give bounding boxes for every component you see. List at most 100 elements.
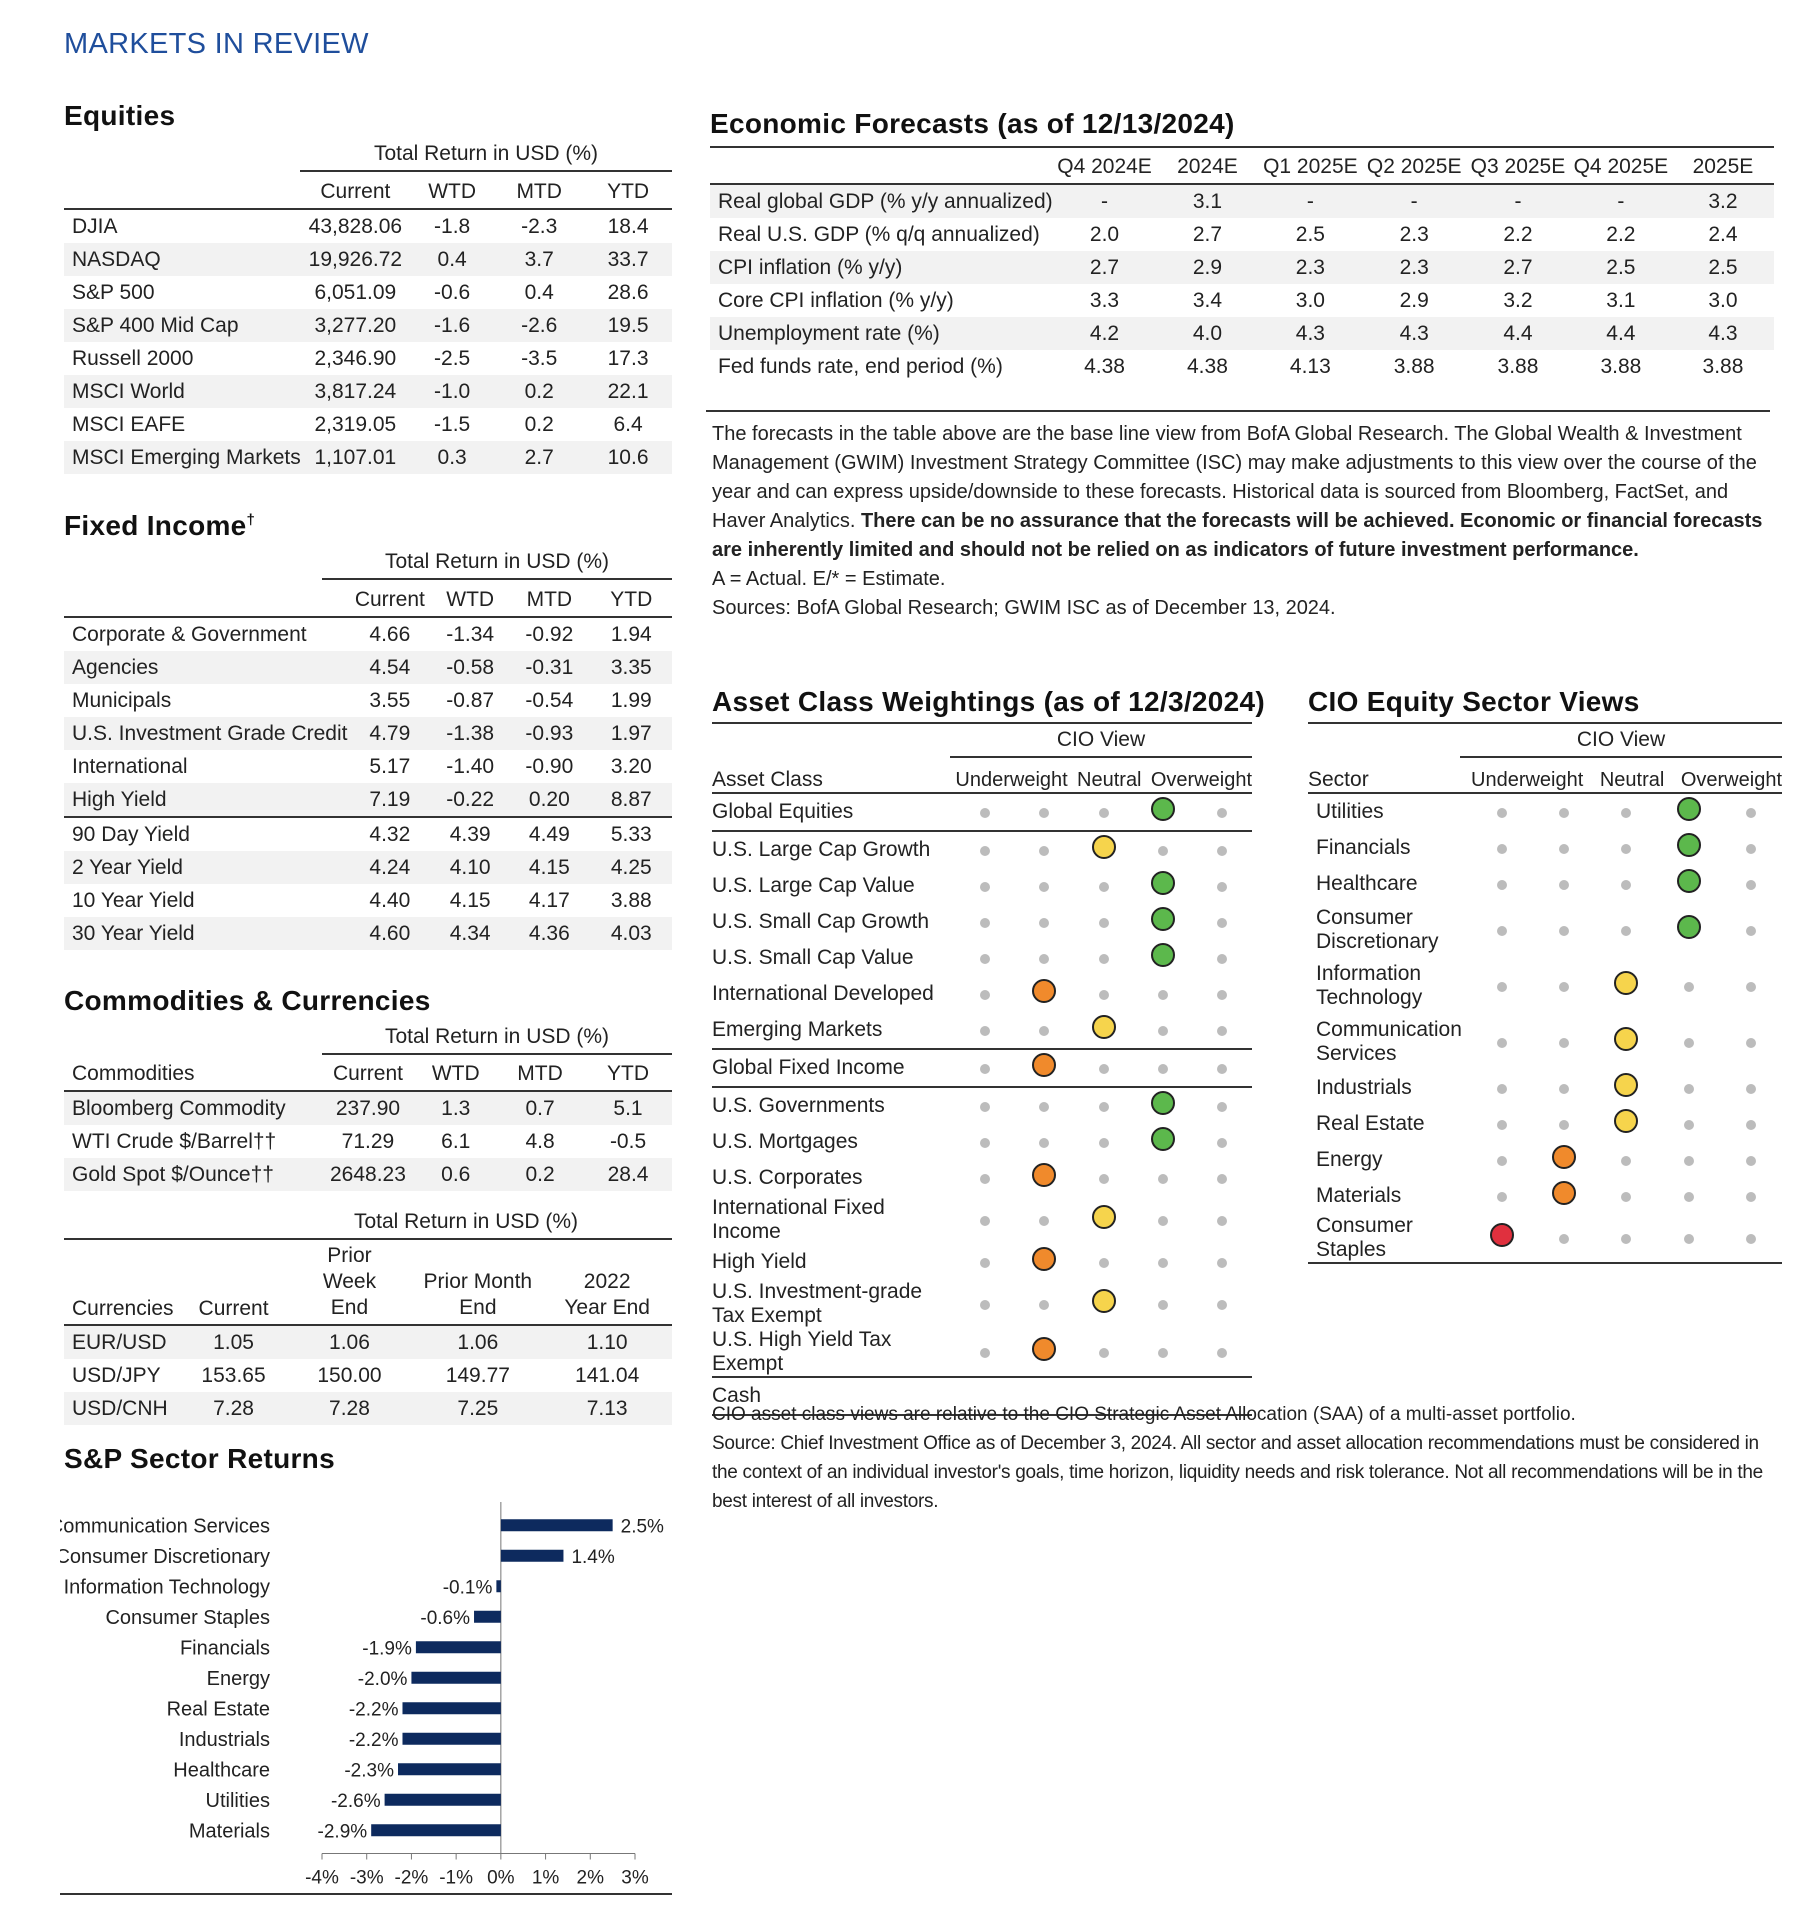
- gray-dot-icon: [1745, 1192, 1756, 1202]
- gray-dot-icon: [1621, 1234, 1632, 1244]
- equities-row-label: NASDAQ: [64, 243, 301, 276]
- yield-row-value: 3.88: [610, 888, 652, 912]
- category-label: Real Estate: [167, 1698, 270, 1720]
- fixed-income-title-text: Fixed Income: [64, 510, 247, 541]
- view-empty-cell: [1471, 902, 1533, 958]
- orange-circle-icon: [1552, 1145, 1577, 1169]
- gray-dot-icon: [1217, 990, 1228, 1000]
- gray-dot-icon: [1497, 844, 1508, 854]
- forecasts-note-sources: Sources: BofA Global Research; GWIM ISC …: [712, 597, 1336, 619]
- category-label: Consumer Staples: [105, 1607, 270, 1629]
- currencies-col-prior-week-text: Prior Week End: [322, 1244, 377, 1319]
- gray-dot-icon: [1559, 844, 1570, 854]
- fixed-income-row: Corporate & Government 4.66 -1.34 -0.92 1.94: [64, 617, 672, 651]
- gray-dot-icon: [1745, 1084, 1756, 1094]
- equities-row-label: S&P 500: [72, 280, 155, 304]
- view-marker-cell: [1014, 1048, 1075, 1087]
- view-empty-cell: [1193, 976, 1252, 1012]
- gray-dot-icon: [1745, 808, 1756, 818]
- sector-views-header-row: Sector Underweight Neutral Overweight: [1308, 760, 1782, 793]
- empty-cell: [1192, 1376, 1252, 1415]
- gray-dot-icon: [1098, 918, 1109, 928]
- gray-dot-icon: [1217, 1026, 1228, 1036]
- commodity-row-value: 5.1: [584, 1091, 672, 1125]
- asset-class-row: Global Fixed Income: [712, 1048, 1252, 1087]
- fixed-income-row-label: U.S. Investment Grade Credit: [64, 717, 348, 750]
- gray-dot-icon: [1497, 1038, 1508, 1048]
- category-label: Energy: [207, 1668, 270, 1690]
- commodity-row: Gold Spot $/Ounce†† 2648.23 0.6 0.2 28.4: [64, 1158, 672, 1191]
- forecast-row-label: Fed funds rate, end period (%): [718, 354, 1003, 378]
- view-empty-cell: [955, 976, 1014, 1012]
- forecast-row-value: 4.38: [1187, 354, 1228, 378]
- forecast-row-value: 3.1: [1156, 184, 1259, 218]
- empty-cell: [1133, 1376, 1193, 1415]
- view-empty-cell: [1533, 866, 1595, 902]
- commodity-row-label: Bloomberg Commodity: [64, 1091, 321, 1125]
- equities-row-value: -1.8: [434, 214, 471, 238]
- equities-row-value: 17.3: [607, 346, 649, 370]
- view-empty-cell: [1015, 1124, 1074, 1160]
- forecast-row-label: Unemployment rate (%): [710, 317, 1053, 350]
- asset-class-label: International Fixed Income: [712, 1196, 885, 1243]
- data-label: -1.9%: [362, 1638, 412, 1659]
- view-empty-cell: [1074, 868, 1133, 904]
- asset-class-label: U.S. High Yield Tax Exempt: [712, 1328, 892, 1375]
- view-empty-cell: [1192, 1048, 1252, 1087]
- fixed-income-row-value: -1.40: [446, 754, 495, 778]
- view-empty-cell: [1074, 1124, 1133, 1160]
- equities-row: DJIA 43,828.06 -1.8 -2.3 18.4: [64, 209, 672, 243]
- gray-dot-icon: [1158, 990, 1168, 1000]
- forecast-row-value: 2.3: [1399, 222, 1429, 246]
- currency-row-value: 150.00: [317, 1363, 382, 1387]
- commodity-row-value: -0.5: [609, 1129, 647, 1153]
- currency-row: USD/CNH 7.28 7.28 7.25 7.13: [64, 1392, 672, 1425]
- forecast-row-value: 4.2: [1052, 317, 1157, 350]
- fixed-income-row-value: -1.34: [446, 622, 495, 646]
- green-circle-icon: [1151, 943, 1175, 967]
- forecasts-col-q3-2025: Q3 2025E: [1470, 154, 1566, 178]
- view-marker-cell: [1658, 902, 1720, 958]
- forecasts-col-q4-2025: Q4 2025E: [1573, 154, 1669, 178]
- view-empty-cell: [955, 1124, 1014, 1160]
- yellow-circle-icon: [1091, 1205, 1116, 1229]
- yield-row-value: 4.03: [590, 917, 672, 950]
- forecasts-header-row: Q4 2024E 2024E Q1 2025E Q2 2025E Q3 2025…: [710, 150, 1774, 184]
- view-empty-cell: [955, 1160, 1014, 1196]
- equities-row-label: MSCI World: [64, 375, 301, 408]
- x-tick-label: 1%: [532, 1868, 560, 1889]
- data-label: -2.2%: [349, 1699, 399, 1720]
- view-empty-cell: [1471, 1142, 1533, 1178]
- gray-dot-icon: [1683, 1120, 1694, 1130]
- asset-class-row: International Developed: [712, 976, 1252, 1012]
- currency-row: USD/JPY 153.65 150.00 149.77 141.04: [64, 1359, 672, 1392]
- equities-row-value: -1.0: [409, 375, 495, 408]
- forecasts-col-q1-2025: Q1 2025E: [1263, 154, 1358, 178]
- view-empty-cell: [1074, 1160, 1133, 1196]
- yield-row-value: 4.40: [369, 888, 411, 912]
- sector-views-body: Utilities Financials Healthcare Consumer Di…: [1308, 793, 1782, 1263]
- asset-class-label: U.S. Corporates: [712, 1166, 863, 1189]
- commodities-header-row: Commodities Current WTD MTD YTD: [64, 1057, 672, 1091]
- view-marker-cell: [1133, 868, 1192, 904]
- currencies-group-header: Total Return in USD (%): [353, 1210, 579, 1233]
- forecasts-col-q4-2024: Q4 2024E: [1057, 154, 1152, 178]
- currencies-header-row: Currencies Current Prior Week End Prior …: [64, 1243, 672, 1325]
- equities-row-label: MSCI EAFE: [72, 412, 186, 436]
- sector-views-col-label: Sector: [1308, 768, 1369, 791]
- fixed-income-group-header: Total Return in USD (%): [384, 550, 610, 573]
- gray-dot-icon: [1745, 1038, 1756, 1048]
- view-empty-cell: [1720, 1214, 1782, 1263]
- sector-view-row: Communication Services: [1308, 1014, 1782, 1070]
- gray-dot-icon: [1098, 954, 1109, 964]
- view-empty-cell: [1074, 940, 1133, 976]
- fixed-income-row-value: 0.20: [508, 783, 591, 817]
- asset-class-label: U.S. Small Cap Growth: [712, 910, 930, 933]
- forecast-row-value: -: [1362, 184, 1467, 218]
- view-empty-cell: [955, 1280, 1014, 1328]
- fixed-income-table: Current WTD MTD YTD Corporate & Governme…: [64, 583, 672, 950]
- bar: [411, 1671, 501, 1684]
- gray-dot-icon: [1497, 808, 1508, 818]
- equities-row-value: 18.4: [607, 214, 649, 238]
- equities-row-value: 10.6: [584, 441, 672, 474]
